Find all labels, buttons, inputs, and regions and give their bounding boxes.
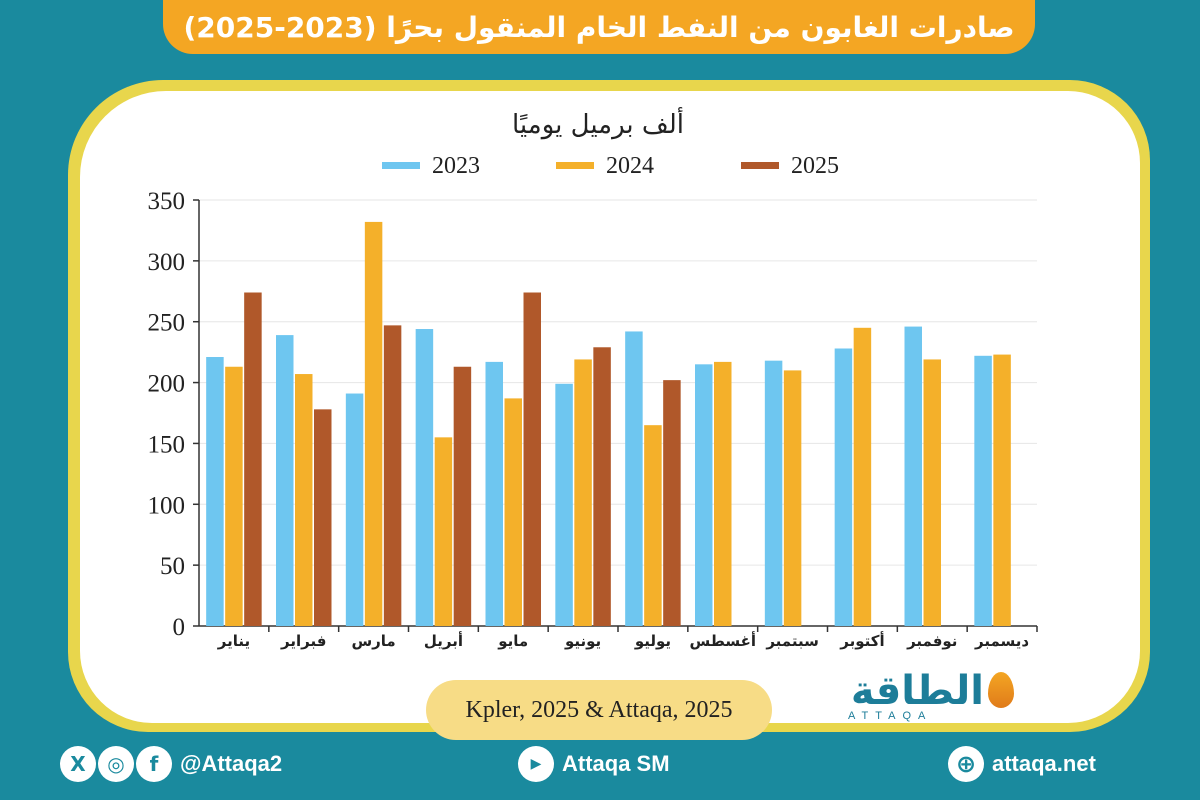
- y-tick-label: 0: [173, 614, 186, 641]
- bar-2024-11: [993, 354, 1011, 626]
- x-icon[interactable]: X: [60, 746, 96, 782]
- bar-2024-4: [504, 398, 522, 626]
- y-tick-label: 250: [148, 310, 186, 337]
- source-pill: Kpler, 2025 & Attaqa, 2025: [426, 680, 772, 740]
- attaqa-logo: الطاقة ATTAQA: [838, 668, 1018, 724]
- bar-2024-2: [364, 221, 383, 626]
- bar-2025-1: [314, 409, 332, 626]
- bar-2023-7: [695, 364, 713, 626]
- instagram-icon[interactable]: ◎: [98, 746, 134, 782]
- y-tick-label: 300: [148, 249, 186, 276]
- youtube-link[interactable]: ▶ Attaqa SM: [518, 744, 670, 784]
- bar-2025-2: [383, 325, 402, 626]
- bar-2024-5: [574, 359, 592, 626]
- x-tick-label: أكتوبر: [839, 631, 884, 650]
- logo-text: الطاقة: [850, 668, 984, 714]
- bar-2023-1: [276, 335, 294, 626]
- bar-2023-0: [206, 357, 224, 626]
- bar-2024-10: [923, 359, 941, 626]
- bar-2024-8: [783, 370, 802, 626]
- x-tick-label: سبتمبر: [765, 632, 819, 650]
- logo-subtext: ATTAQA: [848, 710, 933, 722]
- x-tick-label: أبريل: [424, 631, 463, 650]
- bar-2024-6: [644, 425, 662, 626]
- website-link[interactable]: ⊕ attaqa.net: [948, 744, 1096, 784]
- bar-2025-0: [244, 292, 262, 626]
- chart-title: صادرات الغابون من النفط الخام المنقول بح…: [183, 10, 1015, 44]
- bar-2025-3: [453, 366, 472, 626]
- bar-2023-3: [415, 329, 434, 626]
- source-text: Kpler, 2025 & Attaqa, 2025: [465, 696, 733, 723]
- youtube-icon[interactable]: ▶: [518, 746, 554, 782]
- bar-2025-6: [663, 380, 681, 626]
- x-tick-label: فبراير: [280, 632, 326, 650]
- bar-2023-4: [485, 361, 503, 626]
- bar-2025-4: [523, 292, 541, 626]
- x-tick-label: أغسطس: [690, 631, 756, 650]
- y-tick-label: 100: [148, 492, 186, 519]
- legend-swatch-2024: [556, 162, 594, 169]
- legend-label-2023: 2023: [432, 153, 480, 179]
- legend-swatch-2023: [382, 162, 420, 169]
- bar-2024-0: [225, 366, 243, 626]
- bar-2023-2: [345, 393, 364, 626]
- x-tick-label: يوليو: [634, 632, 671, 650]
- bar-2023-9: [834, 348, 853, 626]
- bar-2025-5: [593, 347, 611, 626]
- oil-drop-icon: [988, 672, 1014, 708]
- x-tick-label: مايو: [497, 632, 528, 650]
- unit-label: ألف برميل يوميًا: [512, 106, 684, 140]
- x-tick-label: يونيو: [564, 632, 601, 650]
- facebook-icon[interactable]: f: [136, 746, 172, 782]
- youtube-handle[interactable]: Attaqa SM: [562, 751, 670, 776]
- y-tick-label: 50: [160, 553, 185, 580]
- bar-2024-1: [295, 374, 313, 626]
- x-tick-label: يناير: [217, 632, 250, 650]
- y-tick-label: 150: [148, 431, 186, 458]
- title-banner: صادرات الغابون من النفط الخام المنقول بح…: [163, 0, 1035, 54]
- bar-2024-7: [714, 361, 732, 626]
- bar-2023-8: [764, 360, 783, 626]
- social-handle[interactable]: @Attaqa2: [180, 751, 283, 776]
- y-tick-label: 350: [148, 188, 186, 215]
- bar-2023-10: [904, 326, 922, 626]
- bar-2024-9: [853, 327, 872, 626]
- legend-swatch-2025: [741, 162, 779, 169]
- globe-icon[interactable]: ⊕: [948, 746, 984, 782]
- bar-2023-6: [625, 331, 643, 626]
- x-tick-label: مارس: [351, 632, 395, 650]
- bar-2024-3: [434, 437, 453, 626]
- social-links: X ◎ f @Attaqa2: [60, 744, 282, 784]
- x-tick-label: نوفمبر: [906, 632, 957, 650]
- legend-label-2024: 2024: [606, 153, 654, 179]
- y-tick-label: 200: [148, 371, 186, 398]
- bar-2023-11: [974, 355, 992, 626]
- legend-label-2025: 2025: [791, 153, 839, 179]
- bar-2023-5: [555, 383, 573, 626]
- website-url[interactable]: attaqa.net: [992, 751, 1096, 776]
- x-tick-label: ديسمبر: [974, 632, 1029, 650]
